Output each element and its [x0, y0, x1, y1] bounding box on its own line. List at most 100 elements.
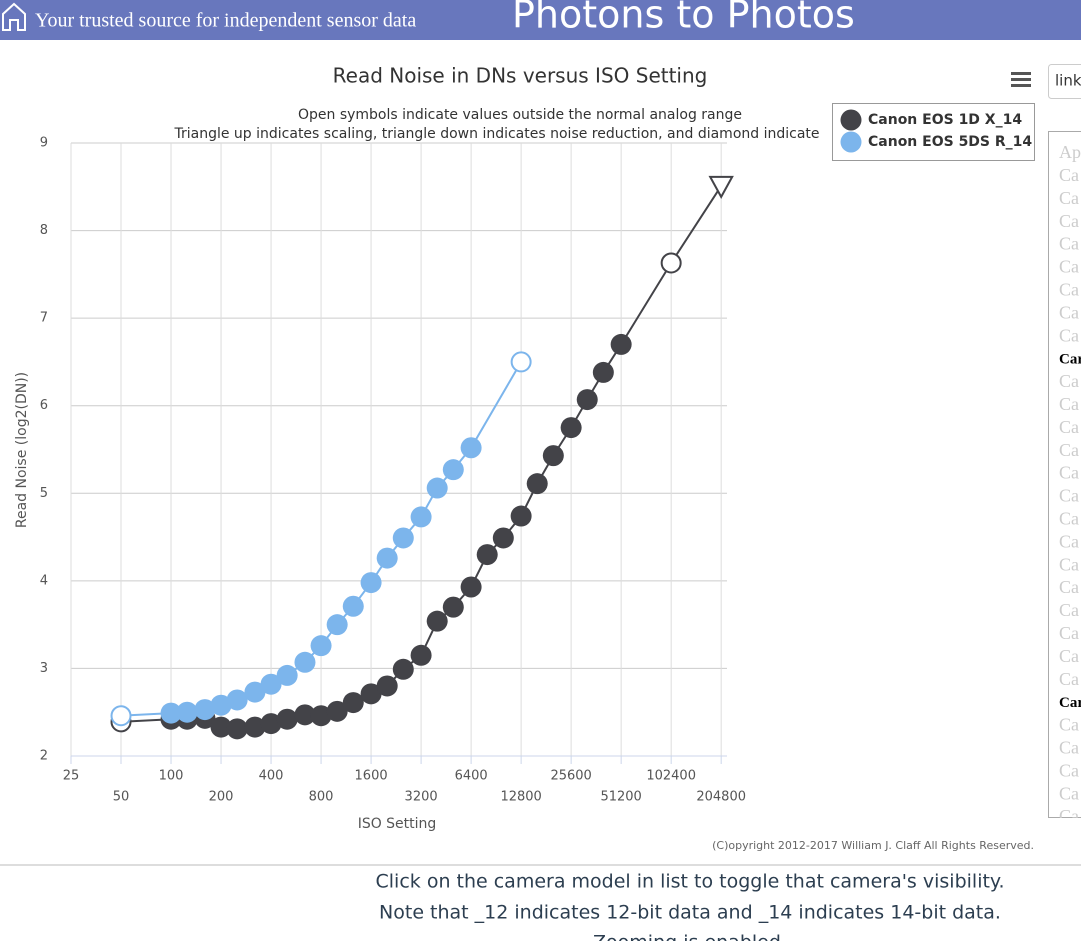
legend-label[interactable]: Canon EOS 1D X_14	[868, 112, 1022, 128]
y-tick-label: 8	[40, 223, 48, 238]
camera-item[interactable]: Ca	[1059, 280, 1079, 300]
menu-bar	[1011, 72, 1031, 75]
marker	[460, 437, 482, 459]
marker	[560, 417, 582, 439]
camera-item[interactable]: Ca	[1059, 188, 1079, 208]
camera-item[interactable]: Ca	[1059, 509, 1079, 529]
marker	[542, 445, 564, 467]
marker	[294, 704, 316, 726]
camera-item[interactable]: Ca	[1059, 783, 1079, 803]
search-input[interactable]	[1048, 64, 1081, 99]
marker	[360, 572, 382, 594]
x-tick-label: 6400	[455, 769, 488, 784]
camera-item[interactable]: Ca	[1059, 806, 1079, 826]
x-tick-label: 3200	[405, 790, 438, 805]
x-tick-label: 102400	[646, 769, 696, 784]
marker	[410, 644, 432, 666]
camera-item[interactable]: Ca	[1059, 234, 1079, 254]
marker	[376, 547, 398, 569]
marker	[276, 708, 298, 730]
y-tick-label: 7	[40, 311, 48, 326]
x-tick-label: 100	[159, 769, 184, 784]
camera-list[interactable]	[1048, 131, 1081, 818]
marker	[708, 175, 734, 199]
legend-label[interactable]: Canon EOS 5DS R_14	[868, 134, 1032, 150]
camera-item[interactable]: Ca	[1059, 440, 1079, 460]
marker	[210, 716, 232, 738]
x-tick-label: 25600	[550, 769, 591, 784]
camera-item[interactable]: Ca	[1059, 486, 1079, 506]
marker	[376, 675, 398, 697]
camera-item[interactable]: Ca	[1059, 165, 1079, 185]
marker	[392, 527, 414, 549]
home-icon[interactable]	[2, 2, 26, 31]
camera-item[interactable]: Ca	[1059, 463, 1079, 483]
marker	[660, 252, 682, 274]
camera-item[interactable]: Ca	[1059, 394, 1079, 414]
camera-item[interactable]: Ap	[1059, 142, 1081, 162]
marker	[410, 506, 432, 528]
marker	[442, 459, 464, 481]
marker	[260, 713, 282, 735]
footer-text: Note that _12 indicates 12-bit data and …	[379, 902, 1001, 924]
x-tick-label: 204800	[696, 790, 746, 805]
camera-item[interactable]: Ca	[1059, 371, 1079, 391]
camera-item[interactable]: Ca	[1059, 623, 1079, 643]
footer-text: Click on the camera model in list to tog…	[376, 871, 1005, 893]
marker	[610, 333, 632, 355]
marker	[460, 576, 482, 598]
camera-item[interactable]: Ca	[1059, 302, 1079, 322]
header-bar	[0, 0, 1081, 40]
x-tick-label: 12800	[500, 790, 541, 805]
camera-item[interactable]: Ca	[1059, 417, 1079, 437]
marker	[194, 699, 216, 721]
x-axis-title: ISO Setting	[358, 816, 437, 832]
y-tick-label: 6	[40, 398, 48, 413]
marker	[392, 658, 414, 680]
camera-item[interactable]: Ca	[1059, 715, 1079, 735]
y-tick-label: 5	[40, 486, 48, 501]
chart-title: Read Noise in DNs versus ISO Setting	[333, 64, 708, 88]
marker	[110, 705, 132, 727]
camera-item[interactable]: Ca	[1059, 257, 1079, 277]
site-title[interactable]: Photons to Photos	[512, 0, 855, 37]
marker	[260, 673, 282, 695]
marker	[226, 689, 248, 711]
camera-item[interactable]: Ca	[1059, 325, 1079, 345]
x-tick-label: 200	[209, 790, 234, 805]
marker	[576, 389, 598, 411]
marker	[276, 664, 298, 686]
marker	[326, 614, 348, 636]
camera-item[interactable]: Ca	[1059, 211, 1079, 231]
marker	[510, 351, 532, 373]
menu-button[interactable]	[1011, 72, 1031, 87]
marker	[326, 700, 348, 722]
marker	[510, 505, 532, 527]
tagline: Your trusted source for independent sens…	[35, 10, 416, 32]
camera-item[interactable]: Ca	[1059, 600, 1079, 620]
menu-bar	[1011, 84, 1031, 87]
marker	[176, 701, 198, 723]
camera-item[interactable]: Ca	[1059, 554, 1079, 574]
camera-item[interactable]: Car	[1059, 352, 1081, 368]
camera-item[interactable]: Ca	[1059, 646, 1079, 666]
x-tick-label: 1600	[355, 769, 388, 784]
marker	[442, 596, 464, 618]
marker	[342, 595, 364, 617]
camera-item[interactable]: Ca	[1059, 738, 1079, 758]
marker	[226, 718, 248, 740]
marker	[310, 635, 332, 657]
camera-item[interactable]: Ca	[1059, 669, 1079, 689]
marker	[426, 477, 448, 499]
legend-box	[832, 103, 1035, 161]
camera-item[interactable]: Ca	[1059, 531, 1079, 551]
camera-item[interactable]: Ca	[1059, 760, 1079, 780]
legend-symbol	[840, 109, 862, 131]
camera-item[interactable]: Car	[1059, 695, 1081, 711]
camera-item[interactable]: Ca	[1059, 577, 1079, 597]
x-tick-label: 51200	[600, 790, 641, 805]
marker	[426, 610, 448, 632]
marker	[210, 694, 232, 716]
